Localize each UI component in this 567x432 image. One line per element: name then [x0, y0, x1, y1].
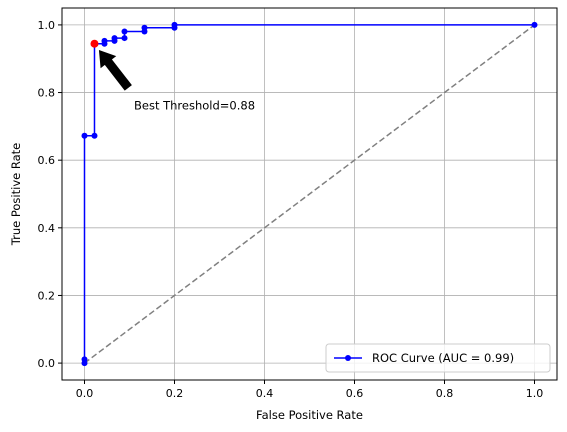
annotation-layer: Best Threshold=0.88 [98, 49, 255, 112]
roc-point [111, 35, 118, 42]
x-tick-label: 0.4 [256, 387, 274, 400]
y-tick-label: 1.0 [38, 19, 56, 32]
x-axis-label: False Positive Rate [256, 408, 363, 422]
best-threshold-point [90, 39, 99, 48]
ticks-layer: 0.0 0.2 0.4 0.6 0.8 1.0 0.0 0.2 0.4 0.6 0.8 1.0 [38, 19, 544, 400]
x-tick-label: 1.0 [526, 387, 544, 400]
roc-point [101, 37, 108, 44]
best-threshold-annotation: Best Threshold=0.88 [134, 98, 255, 112]
legend-entry: ROC Curve (AUC = 0.99) [372, 351, 514, 365]
x-tick-label: 0.6 [346, 387, 364, 400]
legend-marker-swatch [345, 355, 351, 361]
y-axis-label: True Positive Rate [9, 143, 23, 246]
roc-point [91, 132, 98, 139]
chance-line-layer [84, 24, 535, 364]
roc-point [171, 21, 178, 28]
y-tick-label: 0.0 [38, 357, 56, 370]
y-tick-label: 0.8 [38, 87, 56, 100]
legend: ROC Curve (AUC = 0.99) [325, 343, 551, 373]
y-tick-label: 0.4 [38, 222, 56, 235]
roc-point [531, 21, 538, 28]
y-tick-label: 0.6 [38, 154, 56, 167]
x-tick-label: 0.8 [436, 387, 454, 400]
roc-point [81, 132, 88, 139]
chance-diagonal-line [84, 24, 535, 364]
roc-point [81, 356, 88, 363]
x-tick-label: 0.2 [166, 387, 184, 400]
annotation-arrow [98, 49, 132, 91]
y-tick-label: 0.2 [38, 289, 56, 302]
roc-point [141, 24, 148, 31]
plot-frame [61, 7, 558, 381]
legend-box [325, 343, 551, 373]
roc-point [121, 28, 128, 35]
x-tick-label: 0.0 [76, 387, 94, 400]
roc-points-layer [81, 21, 538, 367]
roc-point [121, 35, 128, 42]
